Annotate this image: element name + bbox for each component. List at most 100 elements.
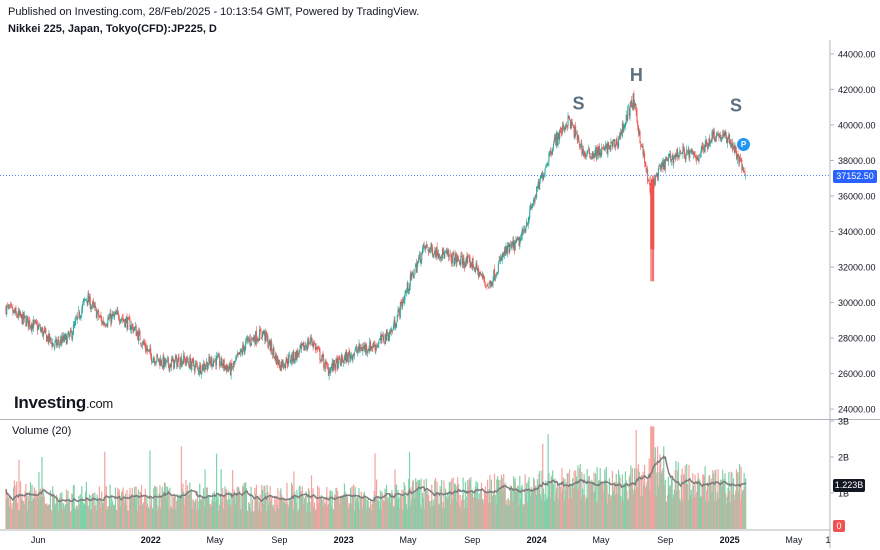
candle-body <box>535 195 537 198</box>
volume-bar <box>356 497 359 529</box>
volume-bar <box>662 468 664 529</box>
candle-body <box>96 312 98 318</box>
candle-body <box>508 243 510 253</box>
candle-body <box>698 158 700 162</box>
volume-bar <box>451 499 454 529</box>
candle-body <box>258 329 260 341</box>
volume-bar <box>396 499 398 529</box>
volume-bar <box>91 509 93 529</box>
volume-bar <box>738 491 740 529</box>
candle-body <box>573 126 575 138</box>
volume-bar <box>669 485 671 529</box>
candle-body <box>393 319 395 328</box>
candle-body <box>49 333 51 342</box>
candle-body <box>613 139 615 142</box>
volume-bar <box>198 500 200 529</box>
candle-body <box>554 137 556 140</box>
volume-bar <box>525 492 527 529</box>
volume-bar <box>337 496 339 529</box>
volume-bar <box>526 483 528 529</box>
candle-body <box>474 267 476 271</box>
candle-body <box>167 358 169 360</box>
candle-body <box>481 274 483 278</box>
candle-body <box>163 355 165 368</box>
volume-bar <box>439 486 441 529</box>
volume-bar <box>29 482 32 529</box>
candle-body <box>662 162 664 170</box>
candle-body <box>217 355 219 358</box>
volume-bar <box>670 486 672 529</box>
volume-bar <box>78 504 81 529</box>
candle-body <box>79 316 81 319</box>
volume-bar <box>6 498 8 529</box>
candle-body <box>289 355 291 362</box>
candle-body <box>120 319 122 323</box>
volume-bar <box>743 472 745 529</box>
volume-bar <box>488 488 490 529</box>
volume-bar <box>392 506 395 529</box>
volume-bar <box>240 496 242 529</box>
volume-bar <box>264 493 267 529</box>
candle-body <box>90 307 92 309</box>
volume-bar <box>108 506 110 529</box>
volume-bar <box>84 504 86 529</box>
candle-body <box>588 148 590 151</box>
candle-body <box>665 158 667 160</box>
volume-bar <box>290 497 292 529</box>
volume-bar <box>640 474 643 529</box>
candle-body <box>345 351 347 363</box>
volume-bar <box>102 503 104 529</box>
candle-body <box>407 282 409 291</box>
candle-body <box>147 349 149 351</box>
candle-body <box>313 342 315 346</box>
candle-body <box>706 142 708 148</box>
candle-body <box>216 356 218 366</box>
volume-bar <box>97 497 99 529</box>
candle-body <box>204 367 206 371</box>
candle-body <box>98 317 100 318</box>
candle-body <box>659 165 661 167</box>
volume-bar <box>170 506 172 529</box>
candle-body <box>362 347 364 352</box>
volume-bar <box>111 500 114 529</box>
instrument-title: Nikkei 225, Japan, Tokyo(CFD):JP225, D <box>8 23 217 35</box>
candle-body <box>606 144 608 154</box>
volume-bar <box>281 497 284 529</box>
volume-bar <box>261 489 264 529</box>
candle-body <box>323 358 325 368</box>
candle-body <box>17 310 19 318</box>
p-marker-icon[interactable]: P <box>737 138 750 151</box>
candle-body <box>392 330 394 332</box>
candle-body <box>327 367 329 375</box>
volume-bar <box>571 497 573 529</box>
volume-bar <box>39 488 42 529</box>
candle-body <box>26 318 28 326</box>
volume-bar <box>351 486 353 529</box>
volume-bar <box>68 501 70 529</box>
volume-bar <box>470 477 472 529</box>
candle-body <box>259 328 261 332</box>
candle-body <box>738 156 740 164</box>
pattern-label-h: H <box>630 65 643 85</box>
candle-body <box>713 130 715 137</box>
candle-body <box>654 178 656 185</box>
volume-bar <box>506 499 508 529</box>
candle-body <box>267 336 269 347</box>
candle-body <box>22 312 24 325</box>
candle-body <box>356 349 358 353</box>
candle-body <box>177 360 179 367</box>
volume-bar <box>697 472 699 529</box>
volume-bar <box>61 492 63 529</box>
volume-bar <box>233 489 235 529</box>
candle-body <box>531 207 533 208</box>
volume-bar <box>336 487 338 529</box>
candle-body <box>389 331 391 338</box>
candle-body <box>687 148 689 154</box>
volume-bar <box>623 483 625 529</box>
candle-body <box>142 340 144 344</box>
candle-body <box>164 358 166 365</box>
candle-body <box>433 254 435 256</box>
candle-body <box>490 281 492 288</box>
volume-bar <box>421 492 424 529</box>
